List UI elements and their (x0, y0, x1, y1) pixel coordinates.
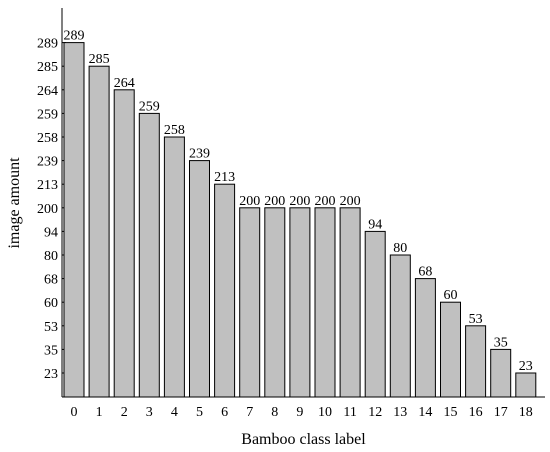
bar-value-label: 285 (89, 52, 110, 67)
x-tick-label: 1 (96, 405, 103, 420)
x-tick-label: 11 (343, 405, 356, 420)
x-tick-label: 10 (318, 405, 332, 420)
bar-value-label: 23 (519, 359, 533, 374)
x-tick-label: 7 (246, 405, 253, 420)
y-tick-label: 289 (37, 37, 58, 52)
bars (63, 42, 537, 398)
x-tick-label: 0 (71, 405, 78, 420)
x-tick-label: 2 (121, 405, 128, 420)
x-tick-label: 17 (494, 405, 508, 420)
bar-value-label: 200 (315, 194, 336, 209)
bar (264, 207, 286, 398)
bar (163, 136, 185, 398)
x-tick-label: 13 (393, 405, 407, 420)
bar-value-label: 200 (340, 194, 361, 209)
y-tick-label: 35 (44, 343, 58, 358)
y-tick-label: 80 (44, 249, 58, 264)
bar (364, 230, 386, 398)
bar (138, 112, 160, 398)
x-tick-label: 9 (296, 405, 303, 420)
y-tick-label: 264 (37, 84, 58, 99)
bar-value-label: 200 (289, 194, 310, 209)
x-tick-label: 16 (469, 405, 483, 420)
y-axis-title: image amount (6, 157, 23, 249)
bar (490, 348, 512, 398)
bar-value-label: 94 (368, 217, 382, 232)
bar (63, 42, 85, 398)
x-axis-title: Bamboo class label (241, 431, 366, 448)
x-tick-label: 3 (146, 405, 153, 420)
bar (189, 160, 210, 398)
bar-value-label: 239 (189, 147, 210, 162)
bar (389, 254, 411, 398)
bar-value-label: 80 (393, 241, 407, 256)
bar-value-label: 289 (64, 29, 85, 44)
y-tick-label: 68 (44, 273, 58, 288)
y-tick-label: 23 (44, 367, 58, 382)
bar-value-label: 68 (418, 265, 432, 280)
bar-value-label: 213 (214, 170, 235, 185)
bar (113, 89, 135, 398)
x-ticks: 0 1 2 3 4 5 6 7 8 9 10 11 12 13 14 15 16 17 18 (71, 405, 533, 420)
bar (214, 183, 236, 398)
y-ticks: 23 35 53 60 68 80 94 200 213 239 258 259 264 285 289 (37, 37, 66, 382)
x-tick-label: 14 (418, 405, 432, 420)
bar-value-label: 53 (469, 312, 483, 327)
bar (465, 325, 487, 398)
y-tick-label: 60 (44, 296, 58, 311)
bar-labels: 289 285 264 259 258 239 213 200 200 200 200 200 94 80… (64, 29, 533, 374)
bar-value-label: 200 (239, 194, 260, 209)
y-tick-label: 259 (37, 107, 58, 122)
y-tick-label: 53 (44, 320, 58, 335)
x-tick-label: 8 (271, 405, 278, 420)
y-tick-label: 213 (37, 178, 58, 193)
bar-value-label: 35 (494, 335, 508, 350)
bar (440, 301, 461, 398)
bar (88, 65, 110, 398)
bar (515, 372, 537, 398)
bar-value-label: 200 (264, 194, 285, 209)
bar (339, 207, 361, 398)
x-tick-label: 6 (221, 405, 228, 420)
bar-value-label: 259 (139, 99, 160, 114)
x-tick-label: 15 (444, 405, 458, 420)
x-tick-label: 18 (519, 405, 533, 420)
y-tick-label: 200 (37, 202, 58, 217)
bar (314, 207, 336, 398)
y-tick-label: 239 (37, 155, 58, 170)
y-tick-label: 94 (44, 225, 58, 240)
bar (414, 278, 436, 398)
bar (239, 207, 261, 398)
x-tick-label: 5 (196, 405, 203, 420)
bar-value-label: 264 (114, 76, 135, 91)
bar-value-label: 60 (444, 288, 458, 303)
y-tick-label: 285 (37, 60, 58, 75)
bar (289, 207, 311, 398)
x-tick-label: 12 (368, 405, 382, 420)
x-tick-label: 4 (171, 405, 178, 420)
y-tick-label: 258 (37, 131, 58, 146)
bar-value-label: 258 (164, 123, 185, 138)
